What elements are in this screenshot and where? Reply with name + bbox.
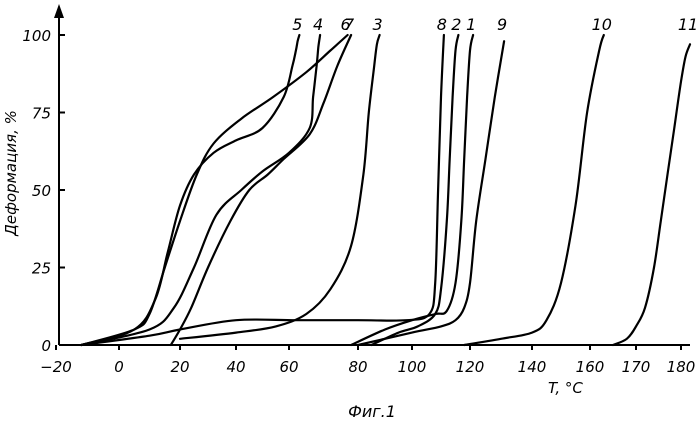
x-tick-label: 0 — [114, 358, 124, 376]
curve-label-1: 1 — [466, 15, 476, 34]
y-tick-label: 100 — [22, 27, 51, 45]
curve-1 — [351, 35, 473, 345]
curve-label-8: 8 — [437, 15, 447, 34]
curve-6 — [81, 35, 347, 345]
curve-3 — [180, 35, 380, 339]
y-tick-label: 50 — [32, 182, 51, 200]
y-tick-label: 25 — [32, 260, 51, 278]
x-tick-label: 40 — [226, 358, 245, 376]
curve-11 — [613, 44, 690, 345]
curve-label-10: 10 — [592, 15, 612, 34]
curve-label-4: 4 — [313, 15, 323, 34]
figure-caption: Фиг.1 — [348, 402, 396, 421]
curve-label-5: 5 — [292, 15, 302, 34]
x-tick-label: 20 — [170, 358, 189, 376]
curve-label-7: 7 — [344, 15, 355, 34]
labels: 1234567891011 — [292, 15, 698, 34]
curve-9 — [358, 41, 504, 345]
x-tick-label: 60 — [279, 358, 298, 376]
curve-2 — [372, 35, 459, 345]
y-axis-title: Деформация, % — [2, 110, 20, 237]
curve-10 — [464, 35, 604, 345]
x-tick-label: 160 — [576, 358, 605, 376]
curve-label-9: 9 — [497, 15, 507, 34]
y-tick-label: 75 — [32, 105, 51, 123]
curve-label-3: 3 — [373, 15, 383, 34]
x-tick-label: 170 — [622, 358, 651, 376]
curve-8 — [81, 35, 444, 345]
curve-label-11: 11 — [678, 15, 698, 34]
x-tick-label: 80 — [348, 358, 367, 376]
x-tick-label: −20 — [40, 358, 72, 376]
x-tick-label: 120 — [456, 358, 485, 376]
x-tick-label: 180 — [667, 358, 696, 376]
y-axis-arrow-icon — [54, 4, 64, 18]
x-axis-title: T, °C — [548, 379, 583, 397]
y-tick-label: 0 — [41, 337, 51, 355]
x-tick-label: 100 — [398, 358, 427, 376]
x-tick-label: 140 — [518, 358, 547, 376]
curve-4 — [81, 35, 320, 345]
curves — [81, 35, 690, 345]
curve-label-2: 2 — [451, 15, 461, 34]
